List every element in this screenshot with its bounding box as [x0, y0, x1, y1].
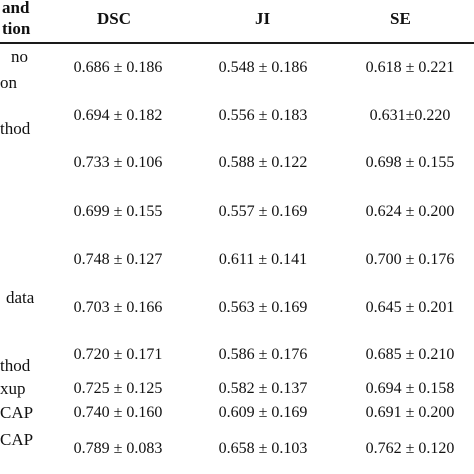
header-ji: JI — [255, 9, 271, 28]
table-cell-ji: 0.548 ± 0.186 — [218, 59, 308, 76]
table-cell-se: 0.624 ± 0.200 — [365, 203, 455, 220]
method-label-row1a: no — [11, 47, 28, 66]
table-cell-dsc: 0.694 ± 0.182 — [73, 107, 163, 124]
method-label-row8: thod — [0, 356, 31, 375]
header-dsc: DSC — [97, 9, 132, 28]
table-cell-dsc: 0.725 ± 0.125 — [73, 380, 163, 397]
table-cell-ji: 0.609 ± 0.169 — [218, 404, 308, 421]
table-cell-se: 0.685 ± 0.210 — [365, 346, 455, 363]
method-label-row10: CAP — [0, 403, 34, 422]
table-cell-dsc: 0.720 ± 0.171 — [73, 346, 163, 363]
table-cell-se: 0.762 ± 0.120 — [365, 440, 455, 457]
table-cell-dsc: 0.740 ± 0.160 — [73, 404, 163, 421]
header-method-line2: tion — [2, 19, 31, 38]
table-cell-ji: 0.582 ± 0.137 — [218, 380, 308, 397]
method-label-row6: data — [6, 288, 35, 307]
table-cell-se: 0.698 ± 0.155 — [365, 154, 455, 171]
table-cell-se: 0.618 ± 0.221 — [365, 59, 455, 76]
table-cell-ji: 0.563 ± 0.169 — [218, 299, 308, 316]
table-cell-dsc: 0.789 ± 0.083 — [73, 440, 163, 457]
table-cell-ji: 0.586 ± 0.176 — [218, 346, 308, 363]
table-cell-dsc: 0.733 ± 0.106 — [73, 154, 163, 171]
table-cell-ji: 0.611 ± 0.141 — [218, 251, 308, 268]
table-cell-se: 0.700 ± 0.176 — [365, 251, 455, 268]
table-cell-dsc: 0.686 ± 0.186 — [73, 59, 163, 76]
table-cell-se: 0.691 ± 0.200 — [365, 404, 455, 421]
method-label-row9: xup — [0, 379, 26, 398]
table-cell-se: 0.694 ± 0.158 — [365, 380, 455, 397]
table-cell-ji: 0.588 ± 0.122 — [218, 154, 308, 171]
table-cell-ji: 0.658 ± 0.103 — [218, 440, 308, 457]
table-cell-dsc: 0.699 ± 0.155 — [73, 203, 163, 220]
table-cell-dsc: 0.703 ± 0.166 — [73, 299, 163, 316]
table-cell-ji: 0.556 ± 0.183 — [218, 107, 308, 124]
table-cell-se: 0.631±0.220 — [369, 107, 451, 124]
table-cell-se: 0.645 ± 0.201 — [365, 299, 455, 316]
table-cell-ji: 0.557 ± 0.169 — [218, 203, 308, 220]
method-label-row2: thod — [0, 119, 31, 138]
method-label-row1b: on — [0, 73, 17, 92]
method-label-row11: CAP — [0, 430, 34, 449]
header-se: SE — [390, 9, 411, 28]
table-cell-dsc: 0.748 ± 0.127 — [73, 251, 163, 268]
header-rule — [0, 42, 474, 44]
header-method-line1: and — [2, 0, 30, 17]
